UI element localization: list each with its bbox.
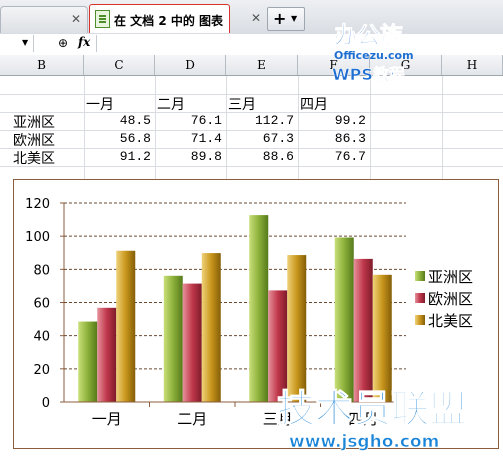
legend-swatch xyxy=(415,271,425,281)
close-icon[interactable]: ✕ xyxy=(251,11,262,25)
table-row-label[interactable]: 欧洲区 xyxy=(13,134,55,150)
bar[interactable] xyxy=(163,275,183,402)
table-cell[interactable]: 89.8 xyxy=(190,149,222,164)
y-tick-label: 60 xyxy=(33,297,50,312)
grid-line xyxy=(0,166,503,167)
bar[interactable] xyxy=(201,253,221,402)
function-icon[interactable]: fx xyxy=(78,35,91,49)
x-tick-label: 四月 xyxy=(348,410,378,428)
table-cell[interactable]: 67.3 xyxy=(262,131,294,146)
column-header-b[interactable]: B xyxy=(0,55,84,75)
bar[interactable] xyxy=(287,255,307,402)
legend-swatch xyxy=(415,315,425,325)
x-tick-label: 一月 xyxy=(92,410,122,428)
column-header-g[interactable]: G xyxy=(370,55,442,75)
chevron-down-icon[interactable]: ▼ xyxy=(22,38,29,47)
table-cell[interactable]: 99.2 xyxy=(334,113,366,128)
y-tick-label: 20 xyxy=(33,363,50,378)
y-tick-label: 80 xyxy=(33,263,50,278)
grid-line xyxy=(442,76,443,179)
grid-line xyxy=(298,76,299,179)
table-header-cell[interactable]: 四月 xyxy=(300,98,328,114)
watermark-text: www.jsgho.com xyxy=(289,432,439,452)
bar[interactable] xyxy=(97,307,117,402)
zoom-search-icon[interactable]: ⊕ xyxy=(58,36,69,50)
bar[interactable] xyxy=(182,283,202,402)
watermark-text: Officezu.com xyxy=(334,49,414,62)
legend-label: 北美区 xyxy=(428,312,473,330)
legend-swatch xyxy=(415,293,425,303)
tab-previous[interactable]: ✕ xyxy=(0,6,88,33)
bar[interactable] xyxy=(334,237,354,402)
grid-line xyxy=(226,76,227,179)
bar[interactable] xyxy=(78,321,98,402)
bar[interactable] xyxy=(249,215,269,402)
grid-line xyxy=(0,130,503,131)
grid-line xyxy=(0,148,503,149)
table-row-label[interactable]: 亚洲区 xyxy=(13,116,55,132)
name-box[interactable]: ▼ xyxy=(0,35,34,52)
bar[interactable] xyxy=(268,290,288,402)
column-header-e[interactable]: E xyxy=(226,55,298,75)
grid-line xyxy=(0,94,503,95)
table-cell[interactable]: 56.8 xyxy=(119,131,151,146)
legend-label: 亚洲区 xyxy=(428,268,473,286)
table-cell[interactable]: 112.7 xyxy=(254,113,294,128)
table-cell[interactable]: 91.2 xyxy=(119,149,151,164)
spreadsheet-document-icon xyxy=(95,10,110,28)
bar[interactable] xyxy=(116,250,136,402)
grid-line xyxy=(370,76,371,179)
jsgho-watermark-logo: 技术员联盟 www.jsgho.com xyxy=(276,386,467,452)
watermark-text: 技术员联盟 xyxy=(277,387,467,431)
x-tick-label: 二月 xyxy=(177,410,207,428)
table-cell[interactable]: 88.6 xyxy=(262,149,294,164)
formula-input[interactable] xyxy=(96,35,502,52)
column-headers: B C D E F G H xyxy=(0,55,503,76)
tab-label: 在 文档 2 中的 图表 xyxy=(114,14,224,28)
grid-line xyxy=(0,112,503,113)
table-header-cell[interactable]: 二月 xyxy=(157,98,185,114)
column-header-d[interactable]: D xyxy=(155,55,226,75)
table-cell[interactable]: 76.7 xyxy=(334,149,366,164)
y-tick-label: 100 xyxy=(25,230,50,245)
y-tick-label: 120 xyxy=(25,197,50,212)
table-cell[interactable]: 76.1 xyxy=(190,113,222,128)
grid-line xyxy=(155,76,156,179)
column-header-h[interactable]: H xyxy=(442,55,503,75)
table-cell[interactable]: 48.5 xyxy=(119,113,151,128)
table-header-cell[interactable]: 三月 xyxy=(228,98,256,114)
table-cell[interactable]: 86.3 xyxy=(334,131,366,146)
column-header-f[interactable]: F xyxy=(298,55,370,75)
plus-icon: + xyxy=(273,9,287,28)
grid-line xyxy=(84,76,85,179)
x-tick-label: 三月 xyxy=(263,410,293,428)
table-cell[interactable]: 71.4 xyxy=(190,131,222,146)
column-header-c[interactable]: C xyxy=(84,55,155,75)
new-tab-button[interactable]: + ▼ xyxy=(267,7,305,31)
officezu-watermark-logo: 办公族 Officezu.com WPS教程 xyxy=(332,22,414,85)
table-row-label[interactable]: 北美区 xyxy=(13,152,55,168)
table-header-cell[interactable]: 一月 xyxy=(86,98,114,114)
bar[interactable] xyxy=(353,258,373,402)
bar[interactable] xyxy=(372,274,392,402)
bar-chart[interactable]: 0 20 40 60 80 100 120 一月 二月 三月 四月 亚洲区欧洲区北美区 xyxy=(13,179,499,449)
y-tick-label: 40 xyxy=(33,330,50,345)
watermark-text: 办公族 xyxy=(334,22,404,49)
chevron-down-icon[interactable]: ▼ xyxy=(291,14,298,23)
watermark-text: WPS教程 xyxy=(332,65,405,84)
legend-label: 欧洲区 xyxy=(428,290,473,308)
tab-bar: ✕ 在 文档 2 中的 图表 ✕ + ▼ xyxy=(0,0,503,35)
tab-chart-in-document[interactable]: 在 文档 2 中的 图表 xyxy=(89,4,230,33)
close-icon[interactable]: ✕ xyxy=(71,12,82,26)
y-tick-label: 0 xyxy=(42,396,50,411)
